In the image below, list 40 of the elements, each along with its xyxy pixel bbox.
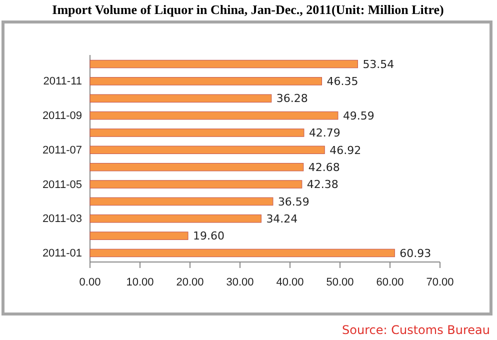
x-tick-label: 0.00 xyxy=(79,276,101,288)
data-label: 46.35 xyxy=(326,75,358,88)
data-label: 46.92 xyxy=(330,144,362,157)
y-tick-label: 2011-07 xyxy=(42,144,82,156)
bar xyxy=(90,248,395,258)
bar xyxy=(90,180,302,188)
bar xyxy=(90,197,274,206)
y-tick-label: 2011-03 xyxy=(42,213,82,226)
data-label: 36.59 xyxy=(278,195,310,208)
x-tick-label: 70.00 xyxy=(426,276,454,288)
y-tick-label: 2011-05 xyxy=(42,178,82,191)
data-label: 49.59 xyxy=(342,109,374,122)
data-label: 36.28 xyxy=(276,92,308,106)
source-note: Source: Customs Bureau xyxy=(342,323,490,337)
bar xyxy=(90,146,325,154)
data-label: 19.60 xyxy=(193,230,224,243)
data-label: 53.54 xyxy=(362,58,394,71)
x-tick-label: 10.00 xyxy=(126,276,154,288)
bar xyxy=(90,94,272,102)
bar xyxy=(90,162,304,172)
y-tick-label: 2011-01 xyxy=(42,248,82,260)
data-label: 34.24 xyxy=(266,212,298,226)
x-tick-label: 30.00 xyxy=(226,276,254,288)
bar xyxy=(90,60,358,68)
x-tick-label: 20.00 xyxy=(176,276,204,288)
x-tick-label: 40.00 xyxy=(276,276,304,288)
bar xyxy=(90,111,338,120)
bar xyxy=(90,232,188,240)
data-label: 42.68 xyxy=(308,160,340,174)
bar xyxy=(90,128,304,137)
y-tick-label: 2011-09 xyxy=(42,110,82,122)
bar xyxy=(90,77,322,86)
chart-title: Import Volume of Liquor in China, Jan-Dec., 2011(Unit: Million Litre) xyxy=(52,2,444,17)
data-label: 42.38 xyxy=(306,178,338,192)
bar xyxy=(90,214,262,223)
data-label: 60.93 xyxy=(400,246,432,260)
y-tick-label: 2011-11 xyxy=(43,76,82,88)
x-tick-label: 50.00 xyxy=(326,276,354,288)
data-label: 42.79 xyxy=(308,126,340,140)
x-tick-label: 60.00 xyxy=(376,276,404,288)
